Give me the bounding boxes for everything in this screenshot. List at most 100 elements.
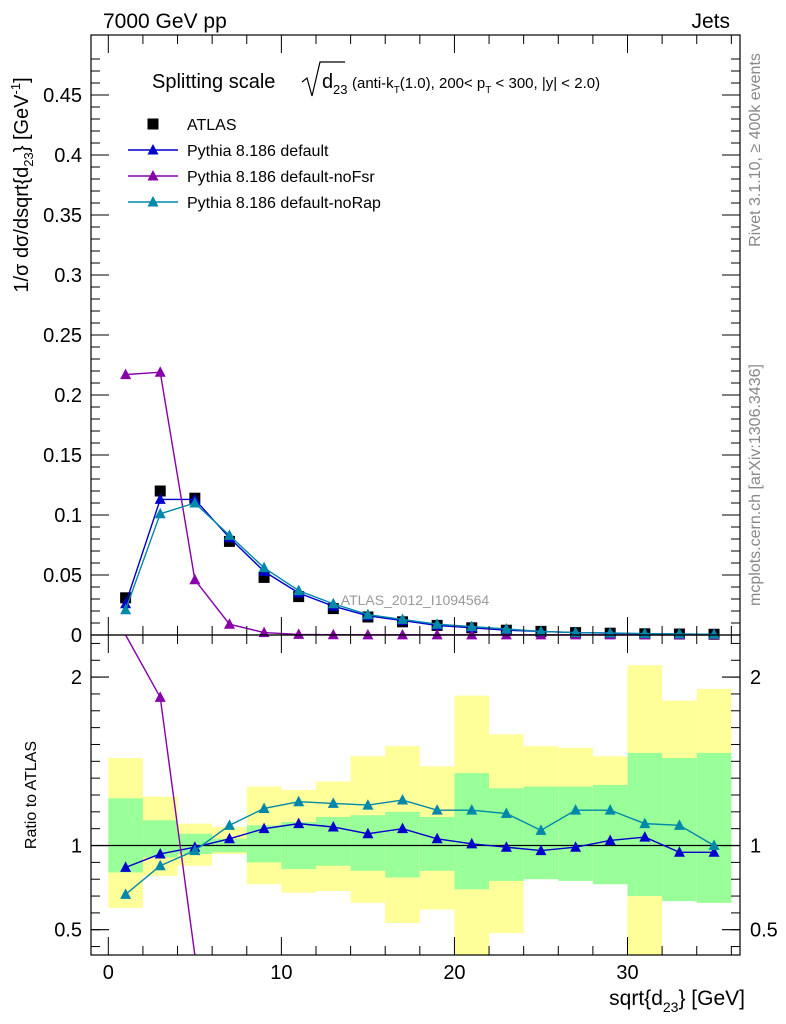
point-noFsr [120,368,132,380]
series-data [120,485,720,640]
point-data [154,485,166,497]
point-noRap [223,529,235,540]
ratio-series-default [120,817,720,872]
point-noFsr [154,366,166,377]
band-inner [454,773,490,890]
band-inner [489,788,524,881]
ratio-point-noRap [708,839,720,851]
ratio-point-noRap [327,797,339,808]
legend-entry-noFsr: Pythia 8.186 default-noFsr [128,169,375,186]
ratio-series-noFsr [125,634,196,956]
legend-entry-data: ATLAS [147,117,237,134]
band-inner [385,811,420,878]
ratio-point-default [154,847,166,859]
main-y-tick-label: 0.45 [43,85,82,107]
ratio-point-noRap [120,888,132,899]
ratio-point-noRap [154,859,166,871]
side-text-rivet: Rivet 3.1.10, ≥ 400k events [747,53,764,247]
ratio-point-noRap [500,807,512,819]
point-noFsr [223,618,235,629]
ratio-y-axis-label: Ratio to ATLAS [23,741,40,849]
ratio-y-tick-label-right: 0.5 [750,920,778,942]
point-noFsr [431,628,443,640]
band-inner [419,816,455,871]
sqrt-symbol [301,61,345,97]
ratio-point-noRap [604,804,616,815]
point-noRap [708,628,720,639]
side-text-mcplots: mcplots.cern.ch [arXiv:1306.3436] [747,364,764,606]
main-panel: 0 0.05 0.1 0.15 0.2 0.25 0.3 0.35 0.4 0.45 ATLAS_… [8,34,741,647]
header-left: 7000 GeV pp [103,10,227,33]
ratio-point-default [397,822,409,834]
point-noFsr [327,628,339,640]
band-inner [558,786,593,881]
ratio-line-noRap [125,799,715,895]
point-noRap [673,627,685,639]
x-tick-label: 10 [270,962,292,984]
main-y-tick-label: 0.05 [43,565,82,587]
series-default [120,493,720,639]
ratio-line-default [125,822,715,869]
x-tick-label: 0 [103,962,114,984]
point-noRap [431,618,443,629]
ratio-point-noRap [673,819,685,830]
ratio-point-default [293,817,305,829]
ratio-point-noRap [466,804,478,815]
ratio-point-default [120,861,132,872]
legend-marker [147,196,159,207]
series-line-noRap [124,502,715,635]
band-inner [350,815,386,871]
title-sub: 23 [333,82,347,97]
point-noFsr [500,628,512,640]
point-noRap [189,497,201,508]
legend: ATLAS Pythia 8.186 default Pythia 8.186 de… [128,117,381,212]
legend-entry-default: Pythia 8.186 default [128,143,329,160]
legend-label: Pythia 8.186 default-noRap [187,195,381,212]
ratio-point-noRap [293,795,305,807]
x-tick-label: 20 [443,962,465,984]
ratio-point-default [535,844,547,856]
ratio-point-default [570,841,582,852]
point-default [120,597,132,609]
ratio-point-default [639,831,651,842]
ratio-point-default [604,834,616,845]
main-y-tick-label: 0.35 [43,205,82,227]
ratio-point-noRap [639,817,651,829]
band-inner [108,798,143,873]
ratio-point-noRap [362,799,374,810]
ratio-point-default [327,821,339,832]
legend-label: ATLAS [187,117,237,134]
ratio-point-default [431,832,443,844]
ratio-point-default [466,837,478,849]
ratio-y-tick-label: 2 [71,667,82,689]
series-line-default [124,498,715,635]
main-title: Splitting scale d 23 (anti-kT(1.0), 200<… [152,61,600,97]
x-axis-label: sqrt{d23} [GeV] [609,987,745,1015]
legend-label: Pythia 8.186 default-noFsr [187,169,375,186]
point-noFsr [189,573,201,585]
point-noRap [362,608,374,620]
x-tick-label: 30 [616,962,638,984]
ratio-point-default [258,822,270,834]
point-noRap [535,625,547,636]
ratio-point-noRap [431,804,443,815]
ratio-point-noRap [570,804,582,815]
ratio-point-noRap [535,824,547,835]
ratio-point-default [223,832,235,844]
point-noRap [120,603,132,615]
ratio-y-tick-label-right: 2 [750,667,761,689]
main-y-tick-label: 0.4 [54,145,82,167]
title-prefix: Splitting scale [152,71,275,93]
point-data [120,592,132,604]
ratio-point-noRap [258,802,270,813]
point-noRap [327,597,339,609]
header-right: Jets [691,10,730,33]
point-default [154,493,166,504]
band-inner [696,752,732,903]
main-y-tick-label: 0.2 [54,385,82,407]
ratio-y-tick-label: 0.5 [54,920,82,942]
main-y-tick-label: 0.25 [43,325,82,347]
point-noRap [500,623,512,634]
point-noRap [293,584,305,596]
legend-label: Pythia 8.186 default [187,143,329,160]
